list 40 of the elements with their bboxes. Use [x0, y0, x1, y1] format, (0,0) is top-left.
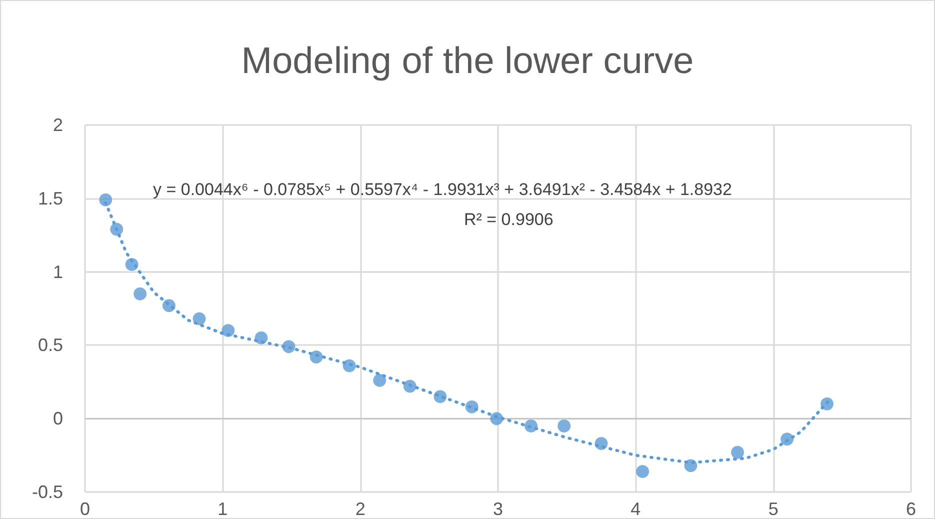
point: [636, 464, 650, 478]
x-tick-label: 1: [218, 499, 228, 519]
y-tick-label: 0: [52, 408, 63, 429]
point: [403, 380, 416, 393]
x-tick-label: 3: [492, 499, 504, 519]
point: [731, 446, 744, 459]
point: [110, 222, 124, 236]
y-tick-label: 2: [52, 115, 63, 135]
point: [125, 258, 138, 271]
point: [524, 419, 538, 432]
point: [490, 412, 504, 426]
point: [780, 432, 794, 446]
y-tick-label: 0.5: [38, 335, 63, 356]
y-tick-label: 1: [52, 262, 63, 282]
point: [558, 419, 571, 432]
x-tick-label: 6: [906, 499, 916, 519]
y-tick-label: -0.5: [32, 482, 63, 502]
point: [310, 350, 323, 364]
point: [684, 459, 698, 472]
point: [342, 359, 356, 372]
x-tick-label: 2: [355, 499, 366, 519]
point: [465, 400, 478, 414]
x-tick-label: 5: [768, 499, 778, 519]
point: [99, 193, 112, 206]
x-tick-label: 0: [80, 499, 90, 519]
point: [254, 331, 268, 344]
point: [222, 324, 235, 338]
point: [192, 312, 206, 326]
point: [162, 299, 176, 312]
y-tick-label: 1.5: [38, 188, 63, 208]
point: [594, 437, 608, 450]
point: [373, 374, 386, 387]
x-tick-label: 4: [630, 499, 641, 519]
chart-title: Modeling of the lower curve: [241, 40, 694, 81]
annotation: y = 0.0044x⁶ - 0.0785x⁵ + 0.5597x⁴ - 1.9931x³ + 3.6491x² - 3.4584x + 1.8932: [153, 180, 732, 199]
annotation: R² = 0.9906: [464, 210, 554, 229]
point: [282, 340, 296, 354]
point: [434, 390, 447, 404]
point: [820, 397, 834, 410]
point: [134, 287, 147, 300]
